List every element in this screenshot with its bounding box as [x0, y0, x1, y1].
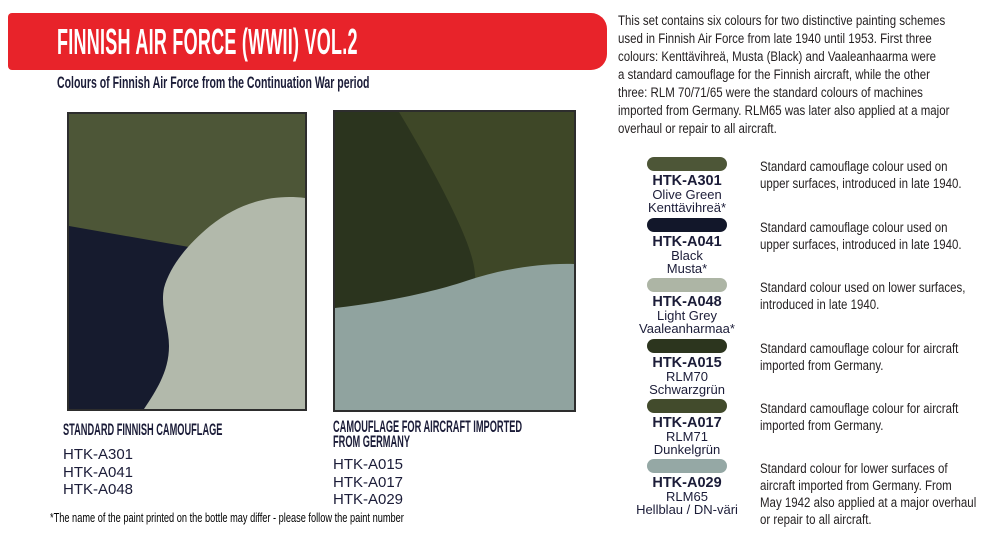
paint-code: HTK-A041: [652, 234, 722, 250]
paint-name: Schwarzgrün: [649, 381, 725, 397]
footnote: *The name of the paint printed on the bo…: [50, 510, 404, 525]
paint-name: Olive Green: [652, 187, 722, 202]
paint-description: Standard camouflage colour used on upper…: [760, 220, 962, 252]
intro-paragraph: This set contains six colours for two di…: [618, 13, 950, 136]
paint-swatch: [647, 459, 727, 473]
paint-swatch: [647, 218, 727, 232]
paint-entry: HTK-A041 Black Musta* Standard camouflag…: [614, 218, 1006, 275]
paint-name: RLM70: [666, 369, 708, 384]
paint-code: HTK-A041: [63, 463, 134, 481]
paint-code: HTK-A029: [333, 491, 404, 508]
camo-area-rlm70: [335, 112, 476, 308]
scheme-codes: HTK-A015 HTK-A017 HTK-A029: [333, 456, 671, 509]
camo-area-rlm65: [335, 263, 574, 410]
paint-name: Musta*: [666, 260, 708, 276]
page-title: FINNISH AIR FORCE (WWII) VOL.2: [57, 21, 358, 62]
paint-description: Standard colour used on lower surfaces, …: [760, 280, 966, 312]
paint-description: Standard camouflage colour used on upper…: [760, 159, 962, 191]
camo-area-light-grey: [144, 197, 305, 409]
paint-name: Black: [671, 248, 703, 263]
paint-name: Light Grey: [657, 308, 717, 323]
paint-swatch: [647, 399, 727, 413]
paint-name: Vaaleanharmaa*: [639, 320, 735, 336]
scheme-title: CAMOUFLAGE FOR AIRCRAFT IMPORTED: [333, 418, 523, 436]
camo-panel-german: [333, 110, 576, 412]
paint-code: HTK-A048: [652, 294, 722, 310]
paint-code: HTK-A029: [652, 475, 722, 491]
paint-name: Hellblau / DN-väri: [636, 501, 738, 517]
paint-entry: HTK-A029 RLM65 Hellblau / DN-väri Standa…: [614, 459, 1006, 528]
paint-swatch: [647, 278, 727, 292]
page-subtitle: Colours of Finnish Air Force from the Co…: [57, 73, 370, 92]
paint-code: HTK-A017: [652, 415, 722, 431]
paint-description: Standard camouflage colour for aircraft …: [760, 401, 959, 433]
paint-entry: HTK-A015 RLM70 Schwarzgrün Standard camo…: [614, 339, 1006, 396]
paint-entry: HTK-A017 RLM71 Dunkelgrün Standard camou…: [614, 399, 1006, 456]
scheme-codes: HTK-A301 HTK-A041 HTK-A048: [63, 446, 348, 499]
scheme-title: FROM GERMANY: [333, 433, 410, 451]
paint-entry: HTK-A048 Light Grey Vaaleanharmaa* Stand…: [614, 278, 1006, 335]
paint-name: Dunkelgrün: [653, 441, 721, 457]
paint-name: Kenttävihreä*: [647, 199, 727, 215]
paint-code: HTK-A301: [63, 446, 134, 463]
camo-panel-finnish: [67, 112, 307, 411]
paint-description: Standard camouflage colour for aircraft …: [760, 341, 959, 373]
paint-code: HTK-A048: [63, 481, 134, 498]
paint-code: HTK-A015: [652, 355, 722, 371]
paint-entry: HTK-A301 Olive Green Kenttävihreä* Stand…: [614, 157, 1006, 214]
paint-swatch: [647, 157, 727, 171]
paint-code: HTK-A017: [333, 473, 404, 491]
scheme-caption-german: CAMOUFLAGE FOR AIRCRAFT IMPORTED FROM GE…: [333, 418, 671, 509]
title-banner: FINNISH AIR FORCE (WWII) VOL.2: [8, 13, 607, 70]
scheme-caption-finnish: STANDARD FINNISH CAMOUFLAGE HTK-A301 HTK…: [63, 421, 348, 499]
paint-code: HTK-A301: [652, 173, 722, 189]
paint-name: RLM71: [666, 429, 708, 444]
paint-name: RLM65: [666, 489, 708, 504]
paint-description: Standard colour for lower surfaces of ai…: [760, 461, 977, 527]
paint-swatch: [647, 339, 727, 353]
paint-code: HTK-A015: [333, 456, 404, 473]
scheme-title: STANDARD FINNISH CAMOUFLAGE: [63, 421, 223, 439]
